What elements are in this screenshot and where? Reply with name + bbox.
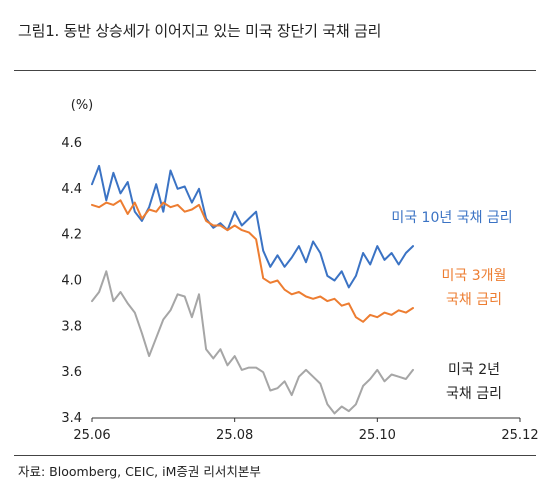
series-label-10y: 미국 10년 국채 금리 (391, 210, 512, 226)
figure-title: 그림1. 동반 상승세가 이어지고 있는 미국 장단기 국채 금리 (18, 22, 382, 40)
y-tick-label: 4.4 (61, 182, 82, 197)
y-tick-label: 4.0 (61, 274, 82, 289)
source-note: 자료: Bloomberg, CEIC, iM증권 리서치본부 (18, 464, 261, 479)
series-label-line: 국채 금리 (446, 292, 502, 308)
bottom-divider (14, 455, 536, 456)
y-tick-label: 3.4 (61, 411, 82, 426)
x-tick-label: 25.06 (73, 428, 110, 443)
series-label-line: 미국 3개월 (442, 268, 507, 284)
series-line-10y (91, 164, 414, 289)
y-tick-label: 4.2 (61, 228, 82, 243)
y-axis-unit: (%) (71, 98, 94, 113)
series-layer (91, 164, 414, 415)
series-line-2y (91, 270, 414, 415)
top-divider (14, 70, 536, 71)
series-label-line: 국채 금리 (446, 386, 502, 402)
chart-axes: 3.4 3.6 3.8 4.0 4.2 4.4 4.6 (%) 25.06 25.08 25.10 2… (61, 98, 538, 443)
x-tick-label: 25.10 (359, 428, 396, 443)
x-tick-label: 25.08 (216, 428, 253, 443)
y-tick-label: 4.6 (61, 136, 82, 151)
x-tick-label: 25.12 (501, 428, 538, 443)
series-line-3m (91, 199, 414, 323)
series-label-line: 미국 10년 국채 금리 (391, 210, 512, 226)
y-tick-label: 3.6 (61, 365, 82, 380)
y-tick-label: 3.8 (61, 319, 82, 334)
series-label-line: 미국 2년 (448, 362, 500, 378)
